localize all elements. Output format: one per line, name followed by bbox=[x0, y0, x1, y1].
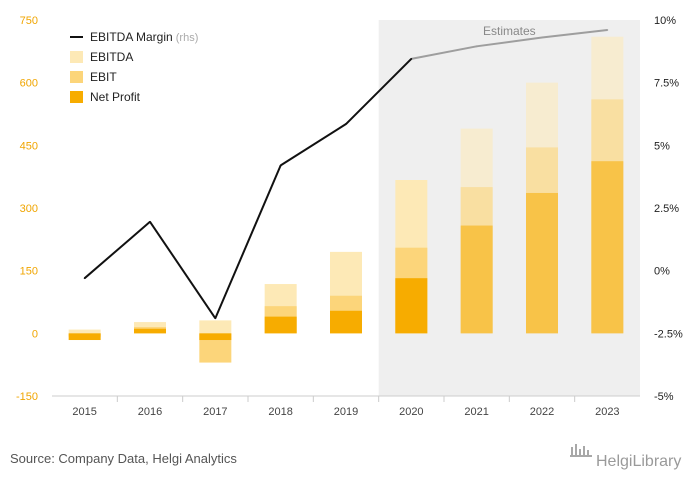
legend-swatch-ebit bbox=[70, 71, 83, 83]
source-note: Source: Company Data, Helgi Analytics bbox=[10, 451, 237, 466]
x-tick-2023: 2023 bbox=[595, 406, 619, 418]
library-icon bbox=[570, 444, 592, 457]
x-tick-2019: 2019 bbox=[334, 406, 358, 418]
ebitda-margin-point-2023 bbox=[606, 29, 609, 31]
x-tick-2017: 2017 bbox=[203, 406, 227, 418]
ebitda-margin-point-2016 bbox=[149, 220, 151, 223]
bar-net-profit-2018 bbox=[264, 316, 297, 334]
ebitda-margin-segment-2017-2018 bbox=[214, 164, 282, 319]
ebitda-margin-segment-2018-2019 bbox=[280, 123, 347, 167]
legend-label-ebitda: EBITDA bbox=[90, 50, 133, 64]
x-tick-2020: 2020 bbox=[399, 406, 423, 418]
y-right-tick: -2.5% bbox=[654, 328, 683, 340]
ebitda-margin-point-2019 bbox=[345, 123, 347, 125]
bar-ebitda-2017 bbox=[199, 320, 232, 334]
line-layer bbox=[83, 29, 609, 320]
y-left-tick: 300 bbox=[20, 203, 38, 215]
y-right-tick: -5% bbox=[654, 391, 674, 403]
bar-net-profit-2017 bbox=[199, 333, 232, 341]
legend-label-ebit: EBIT bbox=[90, 70, 117, 84]
y-left-tick: 600 bbox=[20, 78, 38, 90]
ebitda-margin-point-2021 bbox=[475, 45, 478, 48]
legend-label-ebitda-margin: EBITDA Margin (rhs) bbox=[90, 30, 198, 44]
x-axis-gridlines bbox=[116, 396, 576, 402]
x-tick-2016: 2016 bbox=[138, 406, 162, 418]
bar-net-profit-2020 bbox=[395, 278, 428, 334]
y-right-tick: 10% bbox=[654, 15, 676, 27]
bar-ebitda-2015 bbox=[68, 329, 101, 334]
x-tick-2018: 2018 bbox=[268, 406, 292, 418]
y-left-tick: 750 bbox=[20, 15, 38, 27]
brand-name: HelgiLibrary bbox=[596, 453, 681, 470]
ebitda-margin-point-2015 bbox=[83, 277, 86, 280]
ebitda-margin-segment-2021-2022 bbox=[476, 36, 543, 48]
legend-swatch-net-profit bbox=[70, 91, 83, 103]
legend-label-net-profit: Net Profit bbox=[90, 90, 141, 104]
ebitda-margin-segment-2015-2016 bbox=[84, 221, 151, 279]
ebitda-margin-segment-2022-2023 bbox=[541, 29, 608, 39]
y-left-tick: -150 bbox=[16, 391, 38, 403]
ebitda-margin-point-2018 bbox=[279, 164, 282, 167]
ebitda-margin-point-2022 bbox=[541, 36, 543, 39]
x-tick-2021: 2021 bbox=[464, 406, 488, 418]
bar-net-profit-2021 bbox=[460, 225, 493, 334]
bar-net-profit-2019 bbox=[330, 310, 362, 334]
ebitda-margin-segment-2020-2021 bbox=[411, 45, 477, 60]
bar-net-profit-2016 bbox=[134, 328, 166, 334]
bar-net-profit-2022 bbox=[526, 192, 558, 334]
y-left-tick-labels: -150 0 150 300 450 600 750 bbox=[16, 15, 38, 403]
bars-layer bbox=[68, 36, 624, 363]
y-left-tick: 150 bbox=[20, 266, 38, 278]
ebitda-margin-point-2020 bbox=[410, 57, 413, 60]
bar-net-profit-2015 bbox=[68, 333, 101, 341]
ebitda-margin-segment-2019-2020 bbox=[345, 58, 413, 125]
x-tick-labels: 2015 2016 2017 2018 2019 2020 2021 2022 2023 bbox=[72, 406, 619, 418]
brand-logo: HelgiLibrary bbox=[570, 444, 681, 470]
legend-swatch-ebitda bbox=[70, 51, 83, 63]
ebitda-margin-point-2017 bbox=[214, 317, 217, 320]
legend: EBITDA Margin (rhs) EBITDA EBIT Net Profit bbox=[70, 30, 198, 104]
x-tick-2022: 2022 bbox=[530, 406, 554, 418]
ebitda-margin-segment-2016-2017 bbox=[149, 221, 217, 319]
y-right-tick-labels: -5% -2.5% 0% 2.5% 5% 7.5% 10% bbox=[654, 15, 683, 403]
y-left-tick: 0 bbox=[32, 328, 38, 340]
estimates-label: Estimates bbox=[483, 24, 536, 38]
y-right-tick: 0% bbox=[654, 266, 670, 278]
x-tick-2015: 2015 bbox=[72, 406, 96, 418]
y-left-tick: 450 bbox=[20, 140, 38, 152]
y-right-tick: 7.5% bbox=[654, 78, 679, 90]
bar-net-profit-2023 bbox=[591, 161, 624, 334]
legend-suffix-rhs: (rhs) bbox=[173, 32, 199, 44]
y-right-tick: 2.5% bbox=[654, 203, 679, 215]
y-right-tick: 5% bbox=[654, 140, 670, 152]
